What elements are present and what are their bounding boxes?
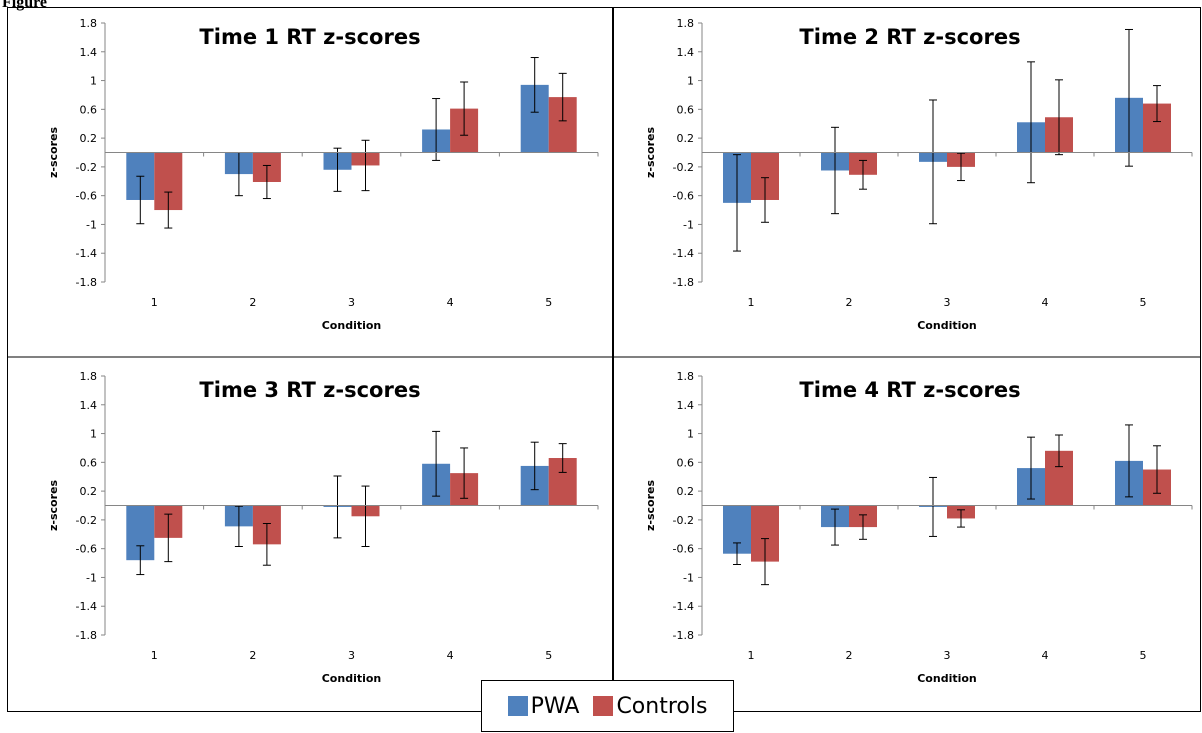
y-axis-title: z-scores — [47, 127, 60, 178]
x-tick-label: 4 — [447, 296, 454, 309]
y-tick-label: 0.6 — [677, 103, 695, 116]
legend-entry-pwa: PWA — [507, 693, 580, 719]
x-tick-label: 1 — [151, 296, 158, 309]
y-tick-label: -1.8 — [673, 276, 694, 289]
y-tick-label: -0.2 — [76, 161, 97, 174]
x-tick-label: 1 — [151, 649, 158, 662]
y-tick-label: -0.2 — [76, 514, 97, 527]
y-tick-label: -1.4 — [673, 247, 694, 260]
x-tick-label: 2 — [249, 296, 256, 309]
chart-panel-time-2: Time 2 RT z-scores 1.8 1.4 1 0.6 0.2 -0.2 -0.6 -… — [644, 17, 1193, 332]
y-tick-label: -0.2 — [673, 514, 694, 527]
chart-panel-time-3: Time 3 RT z-scores 1.8 1.4 1 0.6 0.2 -0.2 -0.6 -… — [47, 370, 599, 685]
y-tick-label: 1.4 — [677, 399, 695, 412]
legend: PWA Controls — [481, 680, 734, 732]
legend-entry-controls: Controls — [593, 694, 707, 719]
y-tick-label: 0.6 — [677, 456, 695, 469]
x-tick-label: 4 — [447, 649, 454, 662]
y-tick-label: -0.2 — [673, 161, 694, 174]
y-tick-label: -1 — [683, 218, 694, 231]
x-tick-label: 2 — [249, 649, 256, 662]
y-tick-label: 1.4 — [677, 46, 695, 59]
chart-panel-time-4: Time 4 RT z-scores 1.8 1.4 1 0.6 0.2 -0.2 -0.6 -… — [644, 370, 1193, 685]
y-tick-label: 0.2 — [677, 132, 695, 145]
x-tick-label: 5 — [545, 296, 552, 309]
x-tick-label: 4 — [1042, 649, 1049, 662]
y-tick-label: 1 — [687, 75, 694, 88]
panel-frames — [7, 7, 1201, 712]
chart-title: Time 4 RT z-scores — [799, 378, 1020, 402]
y-tick-label: 1.8 — [80, 370, 98, 383]
y-tick-label: -1.8 — [76, 629, 97, 642]
y-tick-label: 0.6 — [80, 103, 98, 116]
y-tick-label: 1.4 — [80, 399, 98, 412]
x-tick-label: 3 — [944, 296, 951, 309]
y-tick-label: 1 — [687, 428, 694, 441]
y-tick-label: -0.6 — [673, 543, 694, 556]
chart-panels: Time 1 RT z-scores 1.8 1.4 1 0.6 0.2 -0.2 -0.6 -… — [47, 17, 1193, 685]
y-tick-label: -0.6 — [673, 190, 694, 203]
x-tick-label: 4 — [1042, 296, 1049, 309]
y-tick-label: 0.2 — [80, 485, 98, 498]
y-tick-label: -1.8 — [76, 276, 97, 289]
x-tick-label: 2 — [846, 649, 853, 662]
x-tick-label: 2 — [846, 296, 853, 309]
y-tick-label: -1.8 — [673, 629, 694, 642]
y-axis-title: z-scores — [644, 127, 657, 178]
y-tick-label: -1 — [86, 571, 97, 584]
y-tick-label: 1.8 — [80, 17, 98, 30]
y-tick-label: 1.8 — [677, 370, 695, 383]
chart-title: Time 2 RT z-scores — [799, 25, 1020, 49]
x-axis-title: Condition — [917, 672, 977, 685]
chart-title: Time 1 RT z-scores — [199, 25, 420, 49]
chart-title: Time 3 RT z-scores — [199, 378, 420, 402]
figure-label: Figure — [2, 0, 48, 11]
x-axis-title: Condition — [917, 319, 977, 332]
outer-frame — [7, 7, 1201, 712]
y-tick-label: 0.6 — [80, 456, 98, 469]
y-tick-label: 1.4 — [80, 46, 98, 59]
x-tick-label: 1 — [748, 649, 755, 662]
legend-label-pwa: PWA — [530, 693, 580, 719]
x-tick-label: 3 — [348, 649, 355, 662]
x-tick-label: 3 — [348, 296, 355, 309]
y-tick-label: 0.2 — [80, 132, 98, 145]
x-tick-label: 3 — [944, 649, 951, 662]
x-axis-title: Condition — [322, 672, 382, 685]
y-tick-label: -1 — [86, 218, 97, 231]
y-tick-label: 0.2 — [677, 485, 695, 498]
x-axis-title: Condition — [322, 319, 382, 332]
x-tick-label: 5 — [545, 649, 552, 662]
y-tick-label: -1.4 — [673, 600, 694, 613]
x-tick-label: 5 — [1140, 649, 1147, 662]
y-tick-label: -1.4 — [76, 600, 97, 613]
y-tick-label: -1.4 — [76, 247, 97, 260]
y-axis-title: z-scores — [47, 480, 60, 531]
y-tick-label: 1 — [90, 75, 97, 88]
y-tick-label: 1 — [90, 428, 97, 441]
legend-swatch-pwa — [507, 696, 528, 716]
legend-swatch-controls — [593, 696, 614, 716]
legend-label-controls: Controls — [616, 693, 708, 719]
y-tick-label: -0.6 — [76, 190, 97, 203]
y-axis-title: z-scores — [644, 480, 657, 531]
x-tick-label: 5 — [1140, 296, 1147, 309]
y-tick-label: 1.8 — [677, 17, 695, 30]
y-tick-label: -0.6 — [76, 543, 97, 556]
x-tick-label: 1 — [748, 296, 755, 309]
chart-panel-time-1: Time 1 RT z-scores 1.8 1.4 1 0.6 0.2 -0.2 -0.6 -… — [47, 17, 599, 332]
y-tick-label: -1 — [683, 571, 694, 584]
